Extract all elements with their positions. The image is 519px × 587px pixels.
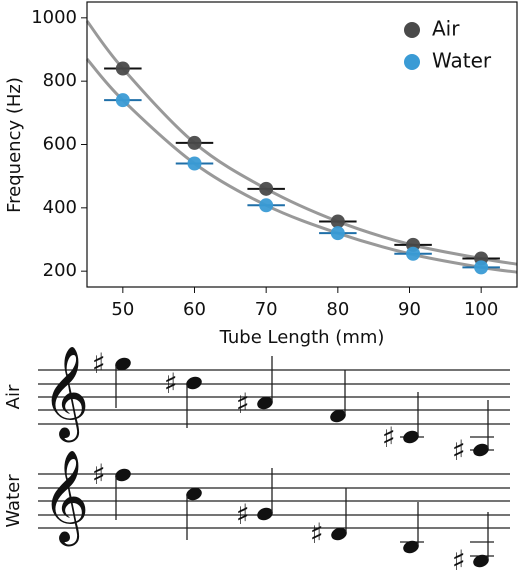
legend-label: Water — [432, 49, 492, 73]
y-axis-label: Frequency (Hz) — [4, 77, 25, 213]
y-tick-label: 200 — [43, 260, 77, 281]
sharp: ♯ — [164, 367, 178, 400]
sharp: ♯ — [236, 498, 250, 531]
point — [330, 226, 345, 241]
y-tick-label: 800 — [43, 70, 77, 91]
x-tick-label: 50 — [111, 299, 134, 320]
point — [259, 198, 274, 213]
x-tick-label: 90 — [398, 299, 421, 320]
legend-marker — [404, 54, 420, 70]
fit-curve — [85, 58, 518, 274]
point — [474, 260, 489, 275]
x-tick-label: 70 — [255, 299, 278, 320]
point — [406, 246, 421, 261]
y-tick-label: 1000 — [31, 7, 77, 28]
y-tick-label: 400 — [43, 197, 77, 218]
x-tick-label: 100 — [464, 299, 498, 320]
sharp: ♯ — [92, 458, 106, 491]
clef: 𝄞 — [42, 449, 89, 546]
x-tick-label: 80 — [326, 299, 349, 320]
fit-curve — [85, 20, 518, 266]
plot-frame — [86, 1, 518, 288]
point — [115, 61, 130, 76]
staff-label: Water — [3, 474, 24, 528]
point — [330, 214, 345, 229]
sharp: ♯ — [452, 544, 466, 577]
sharp: ♯ — [382, 421, 396, 454]
legend-label: Air — [432, 17, 460, 41]
air-staff: 𝄞 ♯ ♯ ♯ ♯ ♯ — [38, 345, 510, 467]
point — [115, 93, 130, 108]
clef: 𝄞 — [42, 345, 89, 442]
staff-label: Air — [3, 384, 24, 409]
sharp: ♯ — [236, 387, 250, 420]
sharp: ♯ — [452, 434, 466, 467]
x-axis-label: Tube Length (mm) — [219, 327, 385, 348]
legend-marker — [404, 22, 420, 38]
y-tick-label: 600 — [43, 134, 77, 155]
sharp: ♯ — [92, 347, 106, 380]
sharp: ♯ — [310, 517, 324, 550]
point — [187, 156, 202, 171]
point — [187, 135, 202, 150]
water-staff: 𝄞 ♯ ♯ ♯ ♯ — [38, 449, 510, 577]
point — [259, 181, 274, 196]
x-tick-label: 60 — [183, 299, 206, 320]
